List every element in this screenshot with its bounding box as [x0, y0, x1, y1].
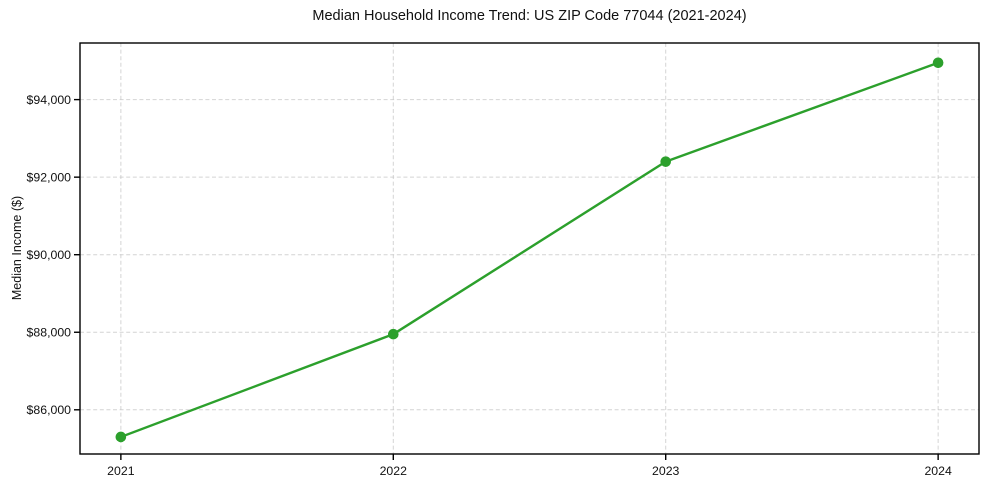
y-tick-label: $86,000 [27, 403, 72, 417]
y-tick-label: $92,000 [27, 170, 72, 184]
data-point-marker [932, 57, 944, 69]
data-point-marker [115, 431, 127, 443]
data-point-marker [387, 328, 399, 340]
y-tick-label: $90,000 [27, 248, 72, 262]
chart-title: Median Household Income Trend: US ZIP Co… [312, 8, 747, 24]
y-tick-label: $88,000 [27, 326, 72, 340]
x-tick-label: 2024 [924, 464, 952, 478]
x-tick-label: 2023 [652, 464, 680, 478]
data-point-marker [660, 156, 672, 167]
x-tick-label: 2021 [107, 464, 135, 478]
plot-frame [79, 42, 980, 455]
y-tick-label: $94,000 [27, 93, 72, 107]
series-line [119, 61, 940, 439]
x-tick-label: 2022 [380, 464, 408, 478]
